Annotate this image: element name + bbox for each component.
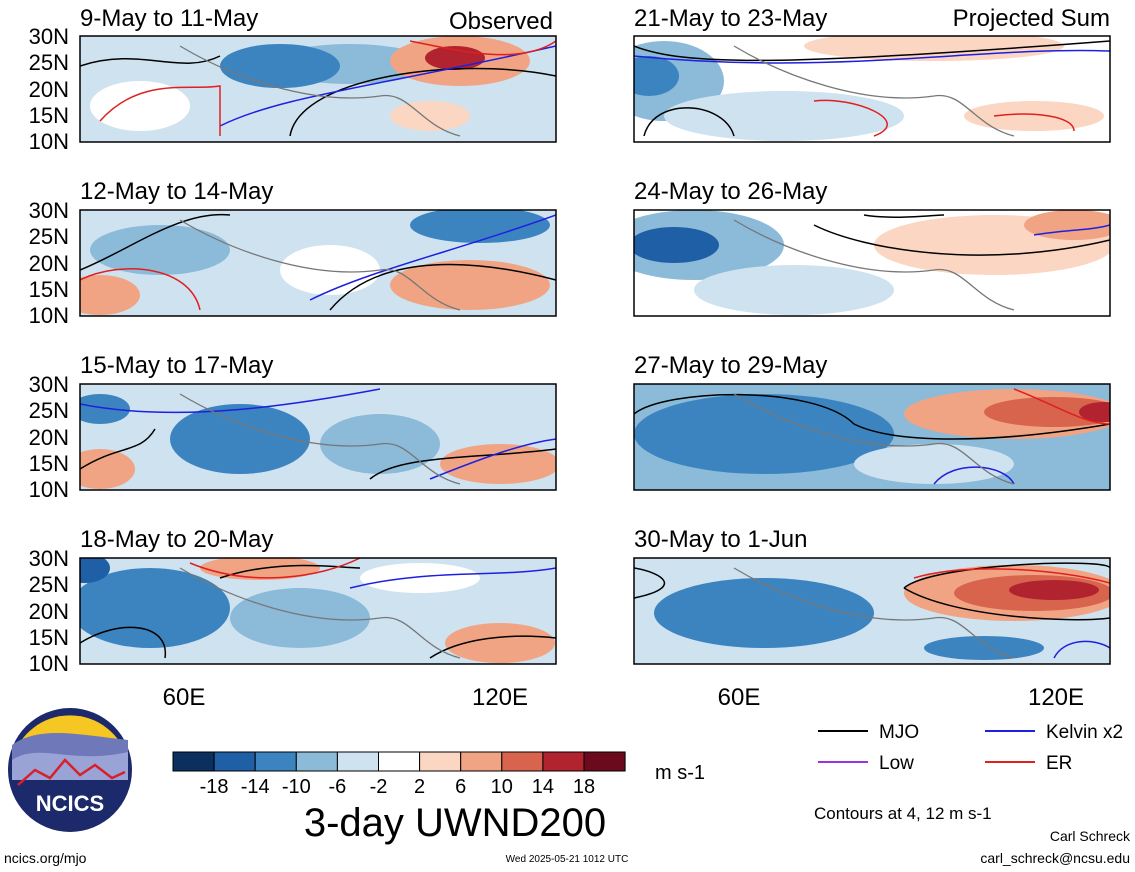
projected-label: Projected Sum — [953, 5, 1110, 32]
legend: MJO Kelvin x2 Low ER Contours at 4, 12 m… — [814, 722, 1123, 823]
lat-label: 25N — [29, 398, 69, 423]
lat-label: 20N — [29, 251, 69, 276]
colorbar-swatch — [501, 751, 544, 772]
colorbar — [172, 751, 626, 772]
colorbar-tick-label: -10 — [282, 776, 311, 798]
colorbar-swatch — [172, 751, 215, 772]
colorbar-swatch — [336, 751, 379, 772]
lat-label: 30N — [29, 24, 69, 49]
left-panel-4 — [79, 557, 557, 665]
colorbar-swatch — [295, 751, 338, 772]
left-panel-1-date: 9-May to 11-May — [80, 5, 258, 32]
lat-label: 30N — [29, 372, 69, 397]
colorbar-tick-label: 10 — [491, 776, 513, 798]
legend-label-low: Low — [879, 753, 914, 774]
right-panel-2 — [633, 209, 1111, 317]
observed-label: Observed — [449, 8, 553, 35]
lon-label-right-120e: 120E — [1028, 684, 1084, 711]
lat-label: 10N — [29, 651, 69, 676]
colorbar-tick-label: -6 — [329, 776, 347, 798]
footer-author: Carl Schreck — [1050, 828, 1131, 844]
colorbar-tick-label: 6 — [455, 776, 466, 798]
left-panel-3-date: 15-May to 17-May — [80, 352, 273, 379]
footer-email: carl_schreck@ncsu.edu — [980, 850, 1130, 866]
lon-label-left-120e: 120E — [472, 684, 528, 711]
colorbar-ticks: -18 -14 -10 -6 -2 2 6 10 14 18 — [200, 776, 595, 798]
lat-label: 25N — [29, 224, 69, 249]
lat-label: 20N — [29, 77, 69, 102]
lat-label: 30N — [29, 198, 69, 223]
lat-label: 10N — [29, 303, 69, 328]
right-panel-4-date: 30-May to 1-Jun — [634, 526, 807, 553]
colorbar-units: m s-1 — [655, 762, 705, 784]
right-panel-1-date: 21-May to 23-May — [634, 5, 827, 32]
lat-label: 25N — [29, 50, 69, 75]
right-panel-3-date: 27-May to 29-May — [634, 352, 827, 379]
logo-text: NCICS — [36, 791, 104, 816]
left-panel-4-date: 18-May to 20-May — [80, 526, 273, 553]
colorbar-swatch — [254, 751, 297, 772]
colorbar-tick-label: -14 — [241, 776, 270, 798]
colorbar-tick-label: 14 — [532, 776, 554, 798]
colorbar-swatch — [460, 751, 503, 772]
figure-title: 3-day UWND200 — [304, 801, 606, 845]
colorbar-tick-label: -2 — [370, 776, 388, 798]
lat-label: 20N — [29, 425, 69, 450]
lat-label: 20N — [29, 599, 69, 624]
lon-label-right-60e: 60E — [718, 684, 761, 711]
legend-label-er: ER — [1046, 753, 1072, 774]
colorbar-swatch — [213, 751, 256, 772]
colorbar-swatch — [378, 751, 421, 772]
footer-url: ncics.org/mjo — [4, 850, 87, 866]
right-panel-4 — [633, 557, 1111, 665]
colorbar-tick-label: -18 — [200, 776, 229, 798]
lat-label: 10N — [29, 477, 69, 502]
footer-timestamp: Wed 2025-05-21 1012 UTC — [506, 854, 629, 865]
left-panel-1 — [79, 35, 557, 143]
colorbar-tick-label: 18 — [573, 776, 595, 798]
lat-label: 25N — [29, 572, 69, 597]
right-panel-1 — [633, 35, 1111, 143]
left-panel-3 — [79, 383, 557, 491]
colorbar-swatch — [583, 751, 626, 772]
lat-label: 10N — [29, 129, 69, 154]
lat-label: 15N — [29, 451, 69, 476]
legend-label-kelvin: Kelvin x2 — [1046, 722, 1123, 743]
lat-label: 15N — [29, 277, 69, 302]
lon-label-left-60e: 60E — [163, 684, 206, 711]
right-panel-2-date: 24-May to 26-May — [634, 178, 827, 205]
lat-label: 15N — [29, 103, 69, 128]
lat-label: 30N — [29, 546, 69, 571]
colorbar-tick-label: 2 — [414, 776, 425, 798]
left-panel-2-date: 12-May to 14-May — [80, 178, 273, 205]
lat-ticks-left: 30N 25N 20N 15N 10N 30N 25N 20N 15N 10N … — [29, 24, 69, 676]
colorbar-swatch — [542, 751, 585, 772]
colorbar-swatch — [419, 751, 462, 772]
left-panel-2 — [79, 209, 557, 317]
legend-label-mjo: MJO — [879, 722, 919, 743]
legend-note: Contours at 4, 12 m s-1 — [814, 804, 992, 823]
lat-label: 15N — [29, 625, 69, 650]
ncics-logo: NCICS — [8, 708, 132, 832]
right-panel-3 — [633, 383, 1111, 491]
